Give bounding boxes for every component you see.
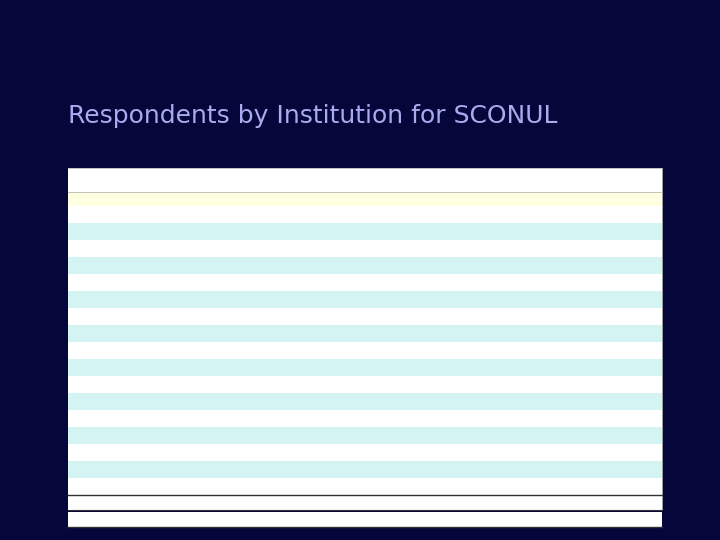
Text: 1.85%: 1.85%	[624, 397, 648, 406]
Text: 11): 11)	[72, 380, 84, 389]
Text: 266: 266	[575, 278, 590, 287]
Text: UCollegeCork: UCollegeCork	[92, 312, 143, 321]
Text: Grand Total:: Grand Total:	[72, 515, 130, 524]
Text: 100.00%: 100.00%	[608, 498, 648, 507]
Text: 9.71%: 9.71%	[624, 363, 648, 372]
Text: 14): 14)	[72, 431, 85, 440]
Text: 625: 625	[575, 465, 590, 474]
Text: 17,314: 17,314	[557, 515, 590, 524]
Text: Respondents: Respondents	[592, 171, 648, 179]
Text: London Met: London Met	[92, 244, 137, 253]
Text: %: %	[640, 179, 648, 188]
Text: 5): 5)	[72, 278, 80, 287]
Text: 7.80%: 7.80%	[624, 227, 648, 236]
Text: Respondents by Institution for SCONUL: Respondents by Institution for SCONUL	[68, 104, 557, 128]
Text: Queen Mary, University of London: Queen Mary, University of London	[92, 261, 222, 270]
Text: 922: 922	[575, 380, 590, 389]
Text: 1,351: 1,351	[568, 227, 590, 236]
Text: 1,074: 1,074	[568, 312, 590, 321]
Text: 320: 320	[575, 397, 590, 406]
Text: 5.32%: 5.32%	[624, 380, 648, 389]
Text: UWB - Welsh: UWB - Welsh	[92, 482, 140, 491]
Text: 2.90%: 2.90%	[624, 414, 648, 423]
Text: College or University: College or University	[72, 194, 172, 204]
Text: 0.44%: 0.44%	[624, 210, 648, 219]
Text: 9.59%: 9.59%	[624, 295, 648, 304]
Text: 2): 2)	[72, 227, 80, 236]
Text: 6): 6)	[72, 295, 80, 304]
Text: 17,314: 17,314	[557, 498, 590, 507]
Text: Univ York: Univ York	[92, 448, 127, 457]
Text: University of Liverpool: University of Liverpool	[92, 397, 179, 406]
Text: 15): 15)	[72, 448, 85, 457]
Text: 35: 35	[580, 482, 590, 491]
Text: UWB - English: UWB - English	[92, 465, 145, 474]
Text: University of Leeds: University of Leeds	[92, 380, 166, 389]
Text: 1,683: 1,683	[568, 363, 590, 372]
Text: 5.50%: 5.50%	[624, 448, 648, 457]
Text: 952: 952	[575, 448, 590, 457]
Text: 7): 7)	[72, 312, 80, 321]
Text: 13): 13)	[72, 414, 85, 423]
Text: RGU: RGU	[92, 278, 109, 287]
Text: 10.28%: 10.28%	[619, 261, 648, 270]
Text: 6.77%: 6.77%	[624, 329, 648, 338]
Text: 16): 16)	[72, 465, 85, 474]
Text: Sub Total:: Sub Total:	[443, 498, 490, 507]
Text: 6.20%: 6.20%	[624, 312, 648, 321]
Text: 100.00%: 100.00%	[608, 515, 648, 524]
Text: 0.20%: 0.20%	[624, 482, 648, 491]
Text: UCL: UCL	[92, 295, 107, 304]
Text: 8): 8)	[72, 329, 80, 338]
Text: University of Warwick Library: University of Warwick Library	[92, 414, 204, 423]
Text: 77: 77	[580, 210, 590, 219]
Text: Institution: Institution	[72, 172, 122, 180]
Text: 3.61%: 3.61%	[624, 465, 648, 474]
Text: 3): 3)	[72, 244, 80, 253]
Text: 1,781: 1,781	[569, 261, 590, 270]
Text: n: n	[585, 179, 590, 188]
Text: University of Westminster: University of Westminster	[92, 431, 192, 440]
Text: 1,172: 1,172	[569, 329, 590, 338]
Text: 2,536: 2,536	[568, 244, 590, 253]
Text: 10): 10)	[72, 363, 85, 372]
Text: Cranfield University: Cranfield University	[92, 210, 168, 219]
Text: 502: 502	[575, 414, 590, 423]
Text: 11.61%: 11.61%	[619, 244, 648, 253]
Text: 12): 12)	[72, 397, 84, 406]
Text: University of Glasgow Library: University of Glasgow Library	[92, 363, 205, 372]
Text: 4): 4)	[72, 261, 80, 270]
Text: 1,358: 1,358	[568, 431, 590, 440]
Text: 1): 1)	[72, 210, 80, 219]
Text: LJMU: LJMU	[92, 227, 111, 236]
Text: Respondents: Respondents	[534, 171, 590, 179]
Text: 17): 17)	[72, 482, 85, 491]
Text: 9): 9)	[72, 346, 80, 355]
Text: University of Cumbria: University of Cumbria	[92, 346, 176, 355]
Text: 1,662: 1,662	[568, 295, 590, 304]
Text: 7.26%: 7.26%	[624, 431, 648, 440]
Text: University of Central Lancashire: University of Central Lancashire	[92, 329, 215, 338]
Text: 1.54%: 1.54%	[624, 278, 648, 287]
Text: 6.40%: 6.40%	[624, 346, 648, 355]
Text: 1,108: 1,108	[569, 346, 590, 355]
